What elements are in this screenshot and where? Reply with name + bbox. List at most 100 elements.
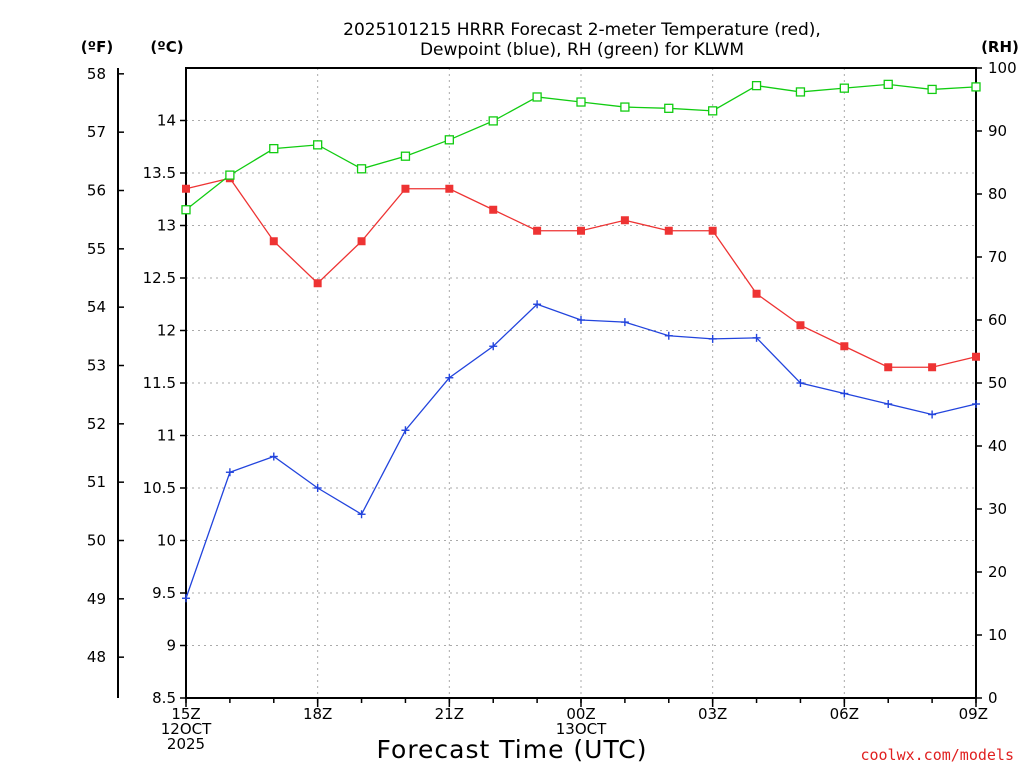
fahrenheit-tick-label: 54 xyxy=(87,298,106,316)
fahrenheit-tick-label: 53 xyxy=(87,357,106,375)
dewpoint-marker xyxy=(840,389,849,398)
rh-marker xyxy=(576,97,586,107)
rh-marker xyxy=(269,143,279,154)
dewpoint-marker xyxy=(182,594,190,603)
temperature-marker xyxy=(357,237,366,246)
rh-marker xyxy=(356,164,367,174)
temperature-marker xyxy=(884,363,893,372)
dewpoint-marker xyxy=(533,300,542,309)
celsius-tick-label: 10.5 xyxy=(143,479,176,497)
x-tick-label: 13OCT xyxy=(556,720,607,738)
x-tick-label: 00Z xyxy=(566,705,595,723)
rh-marker xyxy=(225,170,235,180)
rh-marker xyxy=(181,205,191,215)
rh-tick-label: 10 xyxy=(988,626,1007,644)
rh-marker xyxy=(971,82,981,92)
temperature-marker xyxy=(752,289,761,298)
chart-title-line1: 2025101215 HRRR Forecast 2-meter Tempera… xyxy=(343,20,821,40)
temperature-marker xyxy=(928,363,937,372)
rh-tick-label: 100 xyxy=(988,59,1017,77)
axes xyxy=(117,67,982,707)
x-tick-label: 12OCT xyxy=(161,720,212,738)
dewpoint-marker xyxy=(489,342,498,351)
rh-tick-label: 30 xyxy=(988,500,1007,518)
rh-axis-label: (RH) xyxy=(981,38,1019,56)
rh-marker xyxy=(313,140,323,150)
dewpoint-marker xyxy=(752,333,761,342)
rh-tick-label: 50 xyxy=(988,374,1007,392)
rh-tick-label: 70 xyxy=(988,248,1007,266)
fahrenheit-tick-label: 52 xyxy=(87,415,106,433)
x-tick-label: 15Z xyxy=(171,705,200,723)
dewpoint-marker xyxy=(313,484,322,492)
dewpoint-marker xyxy=(664,331,673,340)
rh-tick-label: 60 xyxy=(988,311,1007,329)
x-tick-label: 2025 xyxy=(167,735,205,753)
x-tick-label: 06Z xyxy=(830,705,859,723)
celsius-axis-label: (ºC) xyxy=(150,38,183,56)
celsius-tick-label: 14 xyxy=(157,112,176,130)
dewpoint-marker xyxy=(401,426,410,435)
fahrenheit-tick-label: 58 xyxy=(87,65,106,83)
celsius-tick-label: 13.5 xyxy=(143,164,176,182)
dewpoint-marker xyxy=(884,400,893,408)
x-tick-label: 03Z xyxy=(698,705,727,723)
data-series xyxy=(181,79,981,603)
rh-marker xyxy=(708,106,718,116)
temperature-marker xyxy=(840,342,849,351)
rh-marker xyxy=(664,103,674,113)
rh-marker xyxy=(532,92,542,102)
chart-title-line2: Dewpoint (blue), RH (green) for KLWM xyxy=(420,40,744,60)
fahrenheit-tick-label: 50 xyxy=(87,532,106,550)
temperature-marker xyxy=(182,184,190,193)
temperature-marker xyxy=(664,226,673,235)
rh-marker xyxy=(444,135,454,145)
temperature-marker xyxy=(708,226,717,235)
celsius-tick-label: 9 xyxy=(166,637,176,655)
fahrenheit-tick-label: 48 xyxy=(87,648,106,666)
dewpoint-marker xyxy=(225,468,234,477)
fahrenheit-tick-label: 57 xyxy=(87,123,106,141)
dewpoint-marker xyxy=(357,510,366,519)
rh-marker xyxy=(488,116,498,126)
temperature-marker xyxy=(972,352,980,361)
dewpoint-marker xyxy=(928,410,937,419)
rh-tick-label: 20 xyxy=(988,563,1007,581)
rh-marker xyxy=(839,83,849,93)
dewpoint-marker xyxy=(445,373,454,382)
rh-marker xyxy=(751,80,762,91)
celsius-tick-label: 8.5 xyxy=(152,689,176,707)
credit-link[interactable]: coolwx.com/models xyxy=(860,746,1014,764)
dewpoint-marker xyxy=(972,400,980,408)
temperature-marker xyxy=(796,321,805,330)
temperature-marker xyxy=(445,184,454,193)
dewpoint-marker xyxy=(577,316,585,324)
rh-tick-label: 80 xyxy=(988,185,1007,203)
tick-labels: 8.5 9 9.5 10 10.5 11 11.5 12 12.5 13 13.5 14 48 49 50 5… xyxy=(87,59,1017,753)
x-tick-label: 21Z xyxy=(435,705,464,723)
fahrenheit-tick-label: 49 xyxy=(87,590,106,608)
celsius-tick-label: 12 xyxy=(157,322,176,340)
rh-tick-label: 40 xyxy=(988,437,1007,455)
celsius-tick-label: 11.5 xyxy=(143,374,176,392)
temperature-marker xyxy=(533,226,542,235)
rh-marker xyxy=(795,87,806,97)
dewpoint-marker xyxy=(796,379,805,387)
fahrenheit-tick-label: 55 xyxy=(87,240,106,258)
temperature-marker xyxy=(577,226,585,235)
rh-marker xyxy=(400,151,411,161)
temperature-marker xyxy=(269,237,278,246)
fahrenheit-tick-label: 56 xyxy=(87,182,106,200)
dewpoint-marker xyxy=(269,452,278,461)
dewpoint-marker xyxy=(708,334,717,343)
rh-tick-label: 90 xyxy=(988,122,1007,140)
fahrenheit-tick-label: 51 xyxy=(87,473,106,491)
x-tick-label: 09Z xyxy=(959,705,988,723)
temperature-marker xyxy=(489,205,498,214)
x-tick-label: 18Z xyxy=(303,705,332,723)
grid-lines xyxy=(186,68,976,698)
rh-marker xyxy=(883,79,893,90)
temperature-marker xyxy=(620,216,629,225)
celsius-tick-label: 10 xyxy=(157,532,176,550)
fahrenheit-axis-label: (ºF) xyxy=(81,38,113,56)
